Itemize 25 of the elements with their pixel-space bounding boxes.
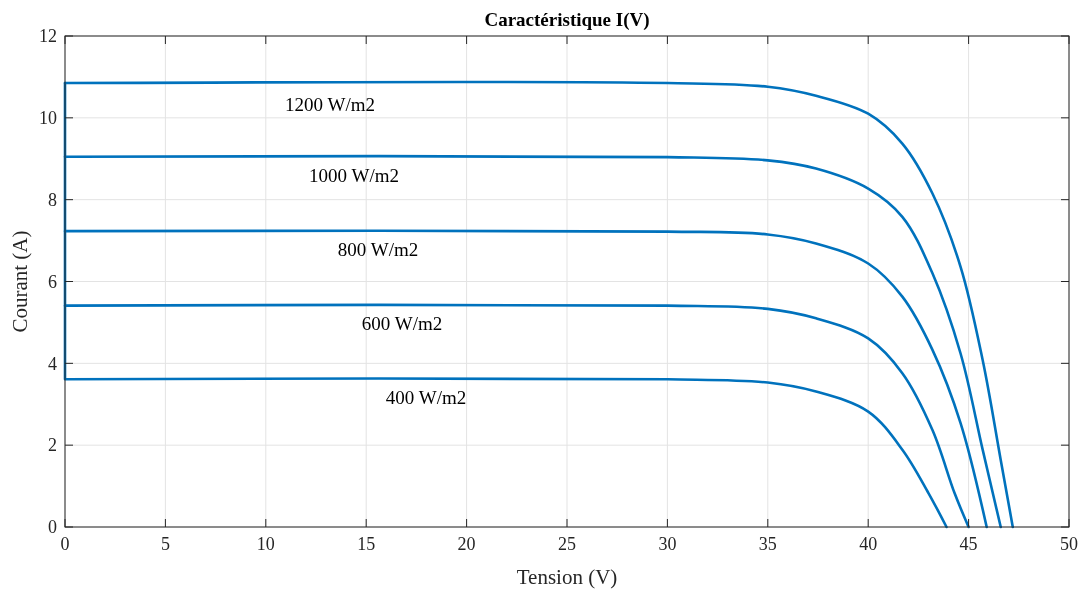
x-tick-label: 10 [256, 534, 275, 554]
x-tick-label: 45 [959, 534, 978, 554]
x-tick-label: 25 [558, 534, 576, 554]
series-label: 800 W/m2 [337, 239, 419, 261]
x-tick-label: 20 [457, 534, 476, 554]
series-label: 600 W/m2 [361, 313, 443, 335]
y-tick-label: 0 [48, 517, 57, 538]
chart-title: Caractéristique I(V) [484, 9, 650, 31]
series-label: 1200 W/m2 [285, 94, 375, 116]
x-tick-label: 30 [658, 534, 677, 554]
y-tick-label: 10 [39, 108, 57, 129]
y-tick-label: 2 [48, 435, 57, 456]
x-tick-label: 5 [160, 534, 170, 554]
series-label: 1000 W/m2 [309, 164, 399, 186]
x-tick-label: 40 [859, 534, 878, 554]
y-tick-label: 12 [39, 26, 57, 47]
y-tick-label: 8 [48, 189, 57, 210]
series-label: 400 W/m2 [385, 386, 467, 408]
x-axis-title: Tension (V) [516, 565, 618, 589]
y-tick-label: 4 [48, 353, 57, 374]
x-tick-label: 15 [357, 534, 376, 554]
x-tick-label: 35 [758, 534, 777, 554]
y-axis-title: Courant (A) [8, 230, 32, 333]
x-tick-label: 50 [1060, 534, 1078, 554]
y-tick-label: 6 [48, 271, 57, 292]
